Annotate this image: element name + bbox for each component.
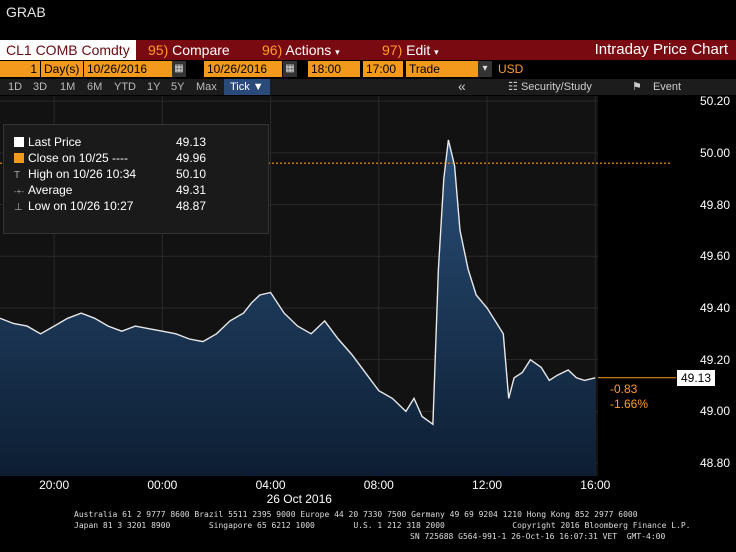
y-tick-label: 49.60	[699, 249, 730, 264]
tf-1d[interactable]: 1D	[8, 81, 23, 93]
swatch-white	[14, 137, 24, 147]
x-tick-label: 08:00	[363, 478, 394, 492]
edit-label: Edit	[406, 42, 431, 58]
compare-menu[interactable]: 95) Compare	[148, 40, 230, 60]
swatch-orange	[14, 153, 24, 163]
footer-contacts-1: Australia 61 2 9777 8600 Brazil 5511 239…	[74, 510, 638, 519]
tf-max[interactable]: Max	[196, 81, 217, 93]
high-marker-icon: T	[14, 170, 21, 181]
tf-ytd[interactable]: YTD	[114, 81, 136, 93]
legend-low: ⊥ Low on 10/26 10:27 48.87	[14, 198, 206, 214]
calendar-icon[interactable]: ▦	[172, 61, 186, 77]
currency-label: USD	[498, 62, 524, 76]
event-label: Event	[652, 81, 682, 93]
type-select[interactable]: Trade	[406, 61, 478, 77]
legend-last-price: Last Price 49.13	[14, 134, 206, 150]
tf-5y[interactable]: 5Y	[171, 81, 185, 93]
timeframe-bar	[0, 79, 736, 95]
legend-high: T High on 10/26 10:34 50.10	[14, 166, 206, 182]
flag-icon: ⚑	[632, 81, 642, 93]
x-tick-label: 00:00	[147, 478, 178, 492]
legend-value: 49.96	[176, 151, 207, 165]
change-pct: -1.66%	[610, 396, 649, 411]
compare-label: Compare	[172, 42, 230, 58]
study-icon: ☷	[508, 81, 518, 93]
edit-menu[interactable]: 97) Edit ▾	[382, 40, 439, 60]
legend-label: Last Price	[28, 135, 82, 149]
legend-label: Close on 10/25 ----	[28, 151, 129, 165]
end-date-field[interactable]: 10/26/2016	[204, 61, 282, 77]
actions-num: 96)	[262, 42, 283, 58]
y-tick-label: 50.20	[699, 94, 730, 109]
legend-label: Low on 10/26 10:27	[28, 199, 134, 213]
date-label: 26 Oct 2016	[266, 492, 332, 506]
actions-label: Actions	[285, 42, 332, 58]
price-chart[interactable]	[0, 96, 736, 496]
start-date-field[interactable]: 10/26/2016	[84, 61, 172, 77]
edit-num: 97)	[382, 42, 403, 58]
legend-value: 50.10	[176, 167, 207, 181]
y-tick-label: 50.00	[699, 145, 730, 160]
x-tick-label: 20:00	[39, 478, 70, 492]
dropdown-arrow-icon: ▾	[434, 47, 439, 57]
toolbar	[0, 40, 736, 60]
end-time-field[interactable]: 17:00	[363, 61, 403, 77]
start-time-field[interactable]: 18:00	[308, 61, 360, 77]
x-tick-label: 04:00	[255, 478, 286, 492]
tf-6m[interactable]: 6M	[87, 81, 103, 93]
collapse-icon[interactable]: «	[458, 78, 466, 94]
compare-num: 95)	[148, 42, 169, 58]
footer-contacts-2: Japan 81 3 3201 8900 Singapore 65 6212 1…	[74, 521, 691, 530]
low-marker-icon: ⊥	[14, 202, 23, 213]
dropdown-arrow-icon: ▾	[335, 47, 340, 57]
x-tick-label: 16:00	[580, 478, 611, 492]
legend-value: 49.31	[176, 183, 207, 197]
chart-title: Intraday Price Chart	[594, 41, 728, 58]
legend: Last Price 49.13 Close on 10/25 ---- 49.…	[3, 124, 269, 234]
security-study-label: Security/Study	[520, 81, 592, 93]
y-tick-label: 48.80	[699, 456, 730, 471]
price-line	[0, 139, 596, 426]
legend-label: High on 10/26 10:34	[28, 167, 137, 181]
tf-1y[interactable]: 1Y	[147, 81, 161, 93]
legend-label: Average	[28, 183, 73, 197]
day-count-field[interactable]: 1	[0, 61, 40, 77]
y-tick-label: 49.20	[699, 352, 730, 367]
tf-3d[interactable]: 3D	[33, 81, 48, 93]
ticker-field[interactable]: CL1 COMB Comdty	[0, 40, 136, 60]
security-study-button[interactable]: ☷ Security/Study	[508, 79, 592, 95]
last-price-tag: 49.13	[677, 369, 716, 386]
y-tick-label: 49.40	[699, 300, 730, 315]
tf-1m[interactable]: 1M	[60, 81, 76, 93]
day-unit-field[interactable]: Day(s)	[41, 61, 83, 77]
legend-average: -+- Average 49.31	[14, 182, 206, 198]
x-tick-label: 12:00	[472, 478, 503, 492]
event-button[interactable]: ⚑ Event	[632, 79, 681, 95]
average-marker-icon: -+-	[14, 187, 24, 196]
legend-close: Close on 10/25 ---- 49.96	[14, 150, 206, 166]
footer-session: SN 725688 G564-991-1 26-Oct-16 16:07:31 …	[410, 532, 666, 541]
legend-value: 48.87	[176, 199, 207, 213]
y-tick-label: 49.00	[699, 404, 730, 419]
actions-menu[interactable]: 96) Actions ▾	[262, 40, 340, 60]
price-area	[0, 139, 596, 476]
window-title: GRAB	[6, 4, 46, 20]
change-abs: -0.83	[610, 381, 638, 396]
legend-value: 49.13	[176, 135, 207, 149]
dropdown-arrow-icon[interactable]: ▾	[478, 61, 492, 77]
right-axis-area	[598, 96, 736, 476]
y-tick-label: 49.80	[699, 197, 730, 212]
calendar-icon[interactable]: ▦	[283, 61, 297, 77]
tick-dropdown[interactable]: Tick ▼	[224, 79, 270, 95]
